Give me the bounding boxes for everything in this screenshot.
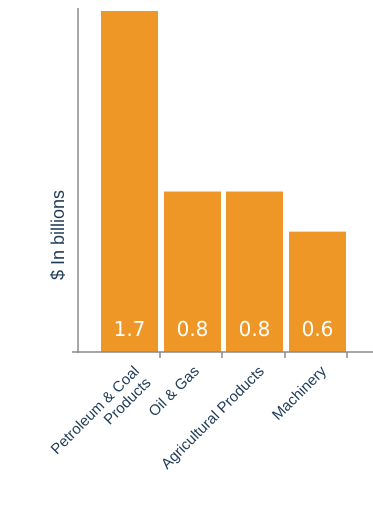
bar-1 (101, 11, 158, 352)
category-label-line: Machinery (269, 362, 330, 423)
category-label-4: Machinery (269, 362, 330, 423)
y-axis-label: $ In billions (48, 190, 68, 280)
bar-3 (226, 191, 283, 352)
category-label-2: Oil & Gas (145, 363, 202, 420)
category-label-line: Oil & Gas (145, 363, 202, 420)
bar-value-label-1: 1.7 (114, 317, 146, 341)
bar-2 (164, 191, 221, 352)
bar-value-label-4: 0.6 (302, 317, 334, 341)
category-label-1: Petroleum & CoalProducts (48, 363, 155, 470)
bar-value-label-3: 0.8 (239, 317, 271, 341)
bar-value-label-2: 0.8 (177, 317, 209, 341)
bars-group: 1.7 0.8 0.8 0.6 (101, 11, 346, 352)
x-ticks-group (159, 352, 348, 358)
bar-4 (289, 231, 346, 352)
